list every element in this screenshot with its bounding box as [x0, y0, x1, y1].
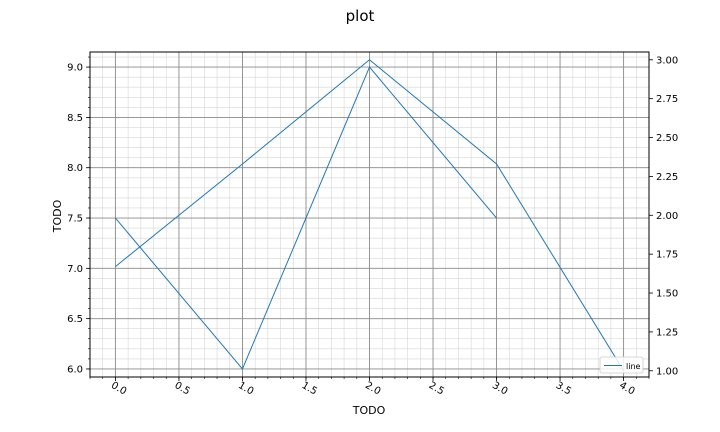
- y-tick-label: 7.0: [67, 264, 83, 275]
- legend-label: line: [626, 362, 641, 371]
- y2-tick-label: 2.50: [656, 133, 678, 144]
- chart-title: plot: [346, 7, 375, 25]
- y-tick-label: 7.5: [67, 214, 83, 225]
- series-layer: [115, 59, 625, 372]
- y-tick-label: 6.5: [67, 314, 83, 325]
- axes-layer: 0.0 0.5 1.0 1.5 2.0 2.5 3.0 3.5 4.06.06.57.07.58…: [67, 55, 678, 397]
- y2-tick-label: 1.50: [656, 289, 678, 300]
- y2-tick-label: 1.75: [656, 250, 678, 261]
- y-axis-label: TODO: [51, 199, 64, 233]
- series-line-2: [115, 59, 625, 372]
- y2-tick-label: 2.25: [656, 172, 678, 183]
- y2-tick-label: 1.00: [656, 366, 678, 377]
- y2-tick-label: 2.00: [656, 211, 678, 222]
- plot-area-frame: [89, 51, 650, 378]
- legend: line: [599, 356, 644, 374]
- y-tick-label: 8.5: [67, 113, 83, 124]
- x-axis-label: TODO: [352, 404, 386, 417]
- series-line-1: [115, 66, 497, 370]
- y2-tick-label: 3.00: [656, 55, 678, 66]
- grid-layer: [89, 52, 650, 377]
- y-tick-label: 8.0: [67, 163, 83, 174]
- y-tick-label: 9.0: [67, 63, 83, 74]
- y2-tick-label: 2.75: [656, 94, 678, 105]
- y-tick-label: 6.0: [67, 364, 83, 375]
- y2-tick-label: 1.25: [656, 327, 678, 338]
